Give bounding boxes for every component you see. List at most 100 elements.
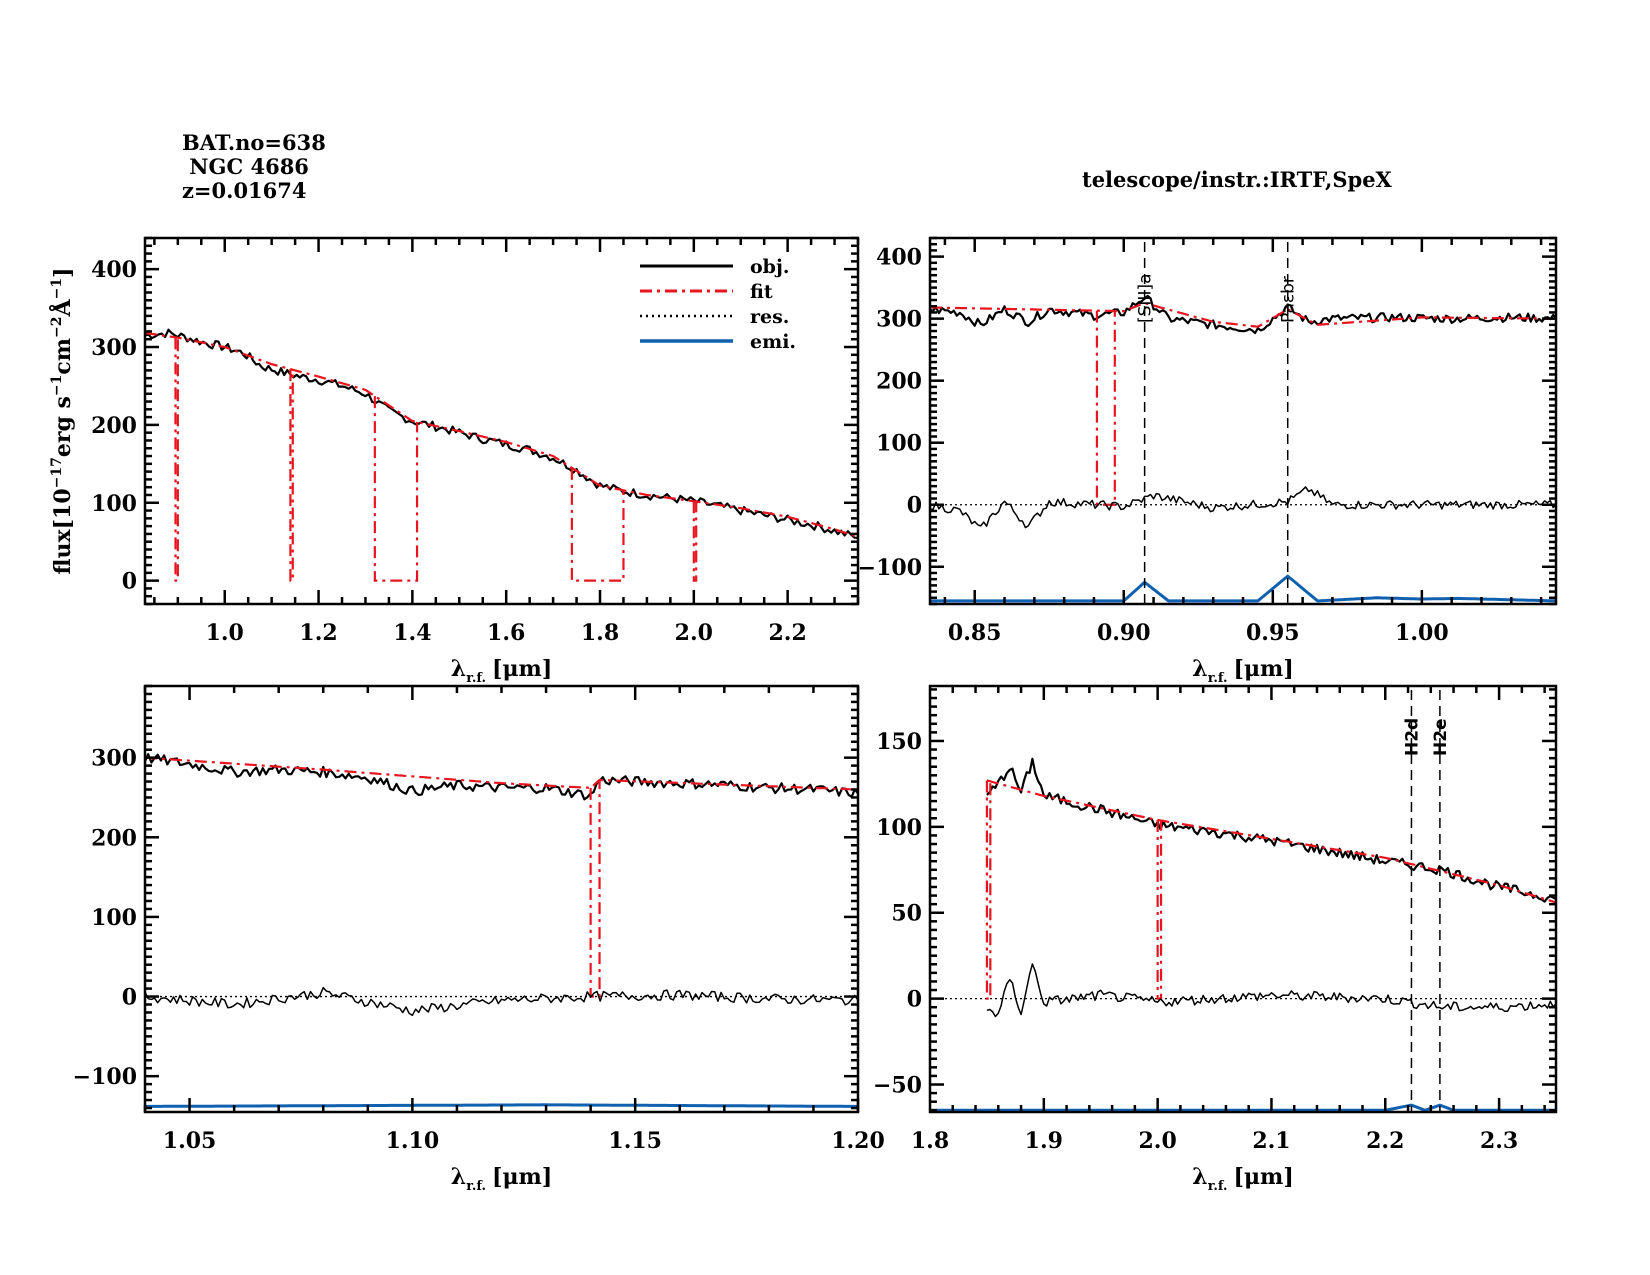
x-tick-label: 2.0 bbox=[675, 620, 713, 646]
x-tick-label: 0.95 bbox=[1246, 620, 1300, 646]
x-axis-label-unit: [μm] bbox=[492, 656, 552, 682]
panel-1.80-2.35um: H2d H2e 1.8 1.9 2.0 2.1 2.2 2.3 −50 0 50 100 150 λr.f… bbox=[873, 684, 1558, 1194]
x-tick-label: 1.9 bbox=[1025, 1128, 1063, 1154]
object-id: BAT.no=638 bbox=[182, 130, 326, 155]
y-tick-label: 0 bbox=[907, 987, 922, 1013]
x-tick-label: 1.8 bbox=[581, 620, 619, 646]
legend-label: obj. bbox=[750, 256, 789, 278]
y-axis-label-part: erg s bbox=[50, 396, 76, 457]
y-tick-label: −100 bbox=[73, 1064, 137, 1090]
y-axis-label-part: ] bbox=[50, 267, 76, 277]
object-name: NGC 4686 bbox=[182, 154, 309, 179]
x-tick-label: 1.00 bbox=[1395, 620, 1449, 646]
x-axis-label-sub: r.f. bbox=[466, 671, 486, 686]
series-res bbox=[986, 963, 1556, 1018]
fit-gap bbox=[289, 369, 294, 582]
series-group bbox=[930, 294, 1556, 603]
plot-frame bbox=[928, 236, 1558, 606]
panel-0.83-1.04um: [SIII]a Paεbr 0.85 0.90 0.95 1.00 −100 0 100 200 3… bbox=[858, 236, 1558, 686]
series-obj bbox=[145, 328, 858, 539]
y-tick-label: 300 bbox=[91, 335, 137, 361]
series-fit bbox=[930, 302, 1556, 328]
series-obj bbox=[986, 757, 1556, 903]
series-fit bbox=[145, 331, 858, 539]
x-tick-label: 1.0 bbox=[206, 620, 244, 646]
line-label: H2d bbox=[1402, 718, 1422, 756]
y-tick-label: 400 bbox=[91, 257, 137, 283]
x-axis-label: λr.f. [μm] bbox=[451, 1164, 552, 1194]
y-tick-label: 100 bbox=[876, 815, 922, 841]
x-tick-label: 1.10 bbox=[386, 1128, 440, 1154]
x-tick-label: 2.2 bbox=[1366, 1128, 1404, 1154]
fit-gap bbox=[1095, 310, 1116, 506]
telescope-label: telescope/instr.:IRTF,SpeX bbox=[1082, 167, 1392, 192]
line-label: Paεbr bbox=[1279, 276, 1299, 323]
series-group bbox=[930, 757, 1556, 1112]
x-tick-label: 1.8 bbox=[911, 1128, 949, 1154]
x-tick-label: 0.90 bbox=[1097, 620, 1151, 646]
x-axis-label-main: λ bbox=[451, 1164, 466, 1190]
y-tick-label: 300 bbox=[876, 307, 922, 333]
y-axis-label-sup: −1 bbox=[49, 375, 65, 396]
x-tick-label: 1.4 bbox=[393, 620, 431, 646]
x-axis-label: λr.f. [μm] bbox=[1192, 1164, 1293, 1194]
x-axis-label-main: λ bbox=[1192, 656, 1207, 682]
y-tick-label: 0 bbox=[122, 985, 137, 1011]
line-label: [SIII]a bbox=[1136, 273, 1156, 323]
fit-gap bbox=[692, 501, 698, 582]
x-tick-label: 1.6 bbox=[487, 620, 525, 646]
y-tick-label: 100 bbox=[91, 491, 137, 517]
series-fit bbox=[145, 756, 858, 791]
series-res bbox=[145, 986, 858, 1017]
redshift: z=0.01674 bbox=[182, 178, 307, 203]
y-tick-label: 200 bbox=[876, 369, 922, 395]
x-axis-label-unit: [μm] bbox=[1234, 1164, 1294, 1190]
y-tick-label: −50 bbox=[873, 1073, 922, 1099]
series-res bbox=[930, 486, 1556, 529]
y-axis-label-part: cm bbox=[50, 338, 76, 375]
line-label: H2e bbox=[1431, 718, 1451, 756]
x-tick-label: 2.1 bbox=[1252, 1128, 1290, 1154]
x-tick-label: 2.3 bbox=[1480, 1128, 1518, 1154]
x-tick-label: 2.2 bbox=[768, 620, 806, 646]
x-axis-label-unit: [μm] bbox=[492, 1164, 552, 1190]
series-group bbox=[145, 753, 858, 1108]
x-axis-label-sub: r.f. bbox=[1208, 1179, 1228, 1194]
fit-gap bbox=[985, 780, 992, 1000]
y-axis-label: flux[10−17erg s−1cm−2Å−1] bbox=[49, 267, 76, 574]
y-axis-label-part: flux[10 bbox=[50, 488, 76, 574]
x-axis-label-unit: [μm] bbox=[1234, 656, 1294, 682]
fit-gap bbox=[570, 467, 625, 582]
y-tick-label: 0 bbox=[907, 493, 922, 519]
x-tick-label: 1.20 bbox=[831, 1128, 885, 1154]
y-axis-label-sup: −2 bbox=[49, 316, 65, 337]
fit-gap bbox=[174, 337, 179, 582]
y-tick-label: 150 bbox=[876, 729, 922, 755]
series-fit bbox=[986, 779, 1556, 904]
series-group bbox=[145, 328, 858, 582]
x-tick-label: 1.15 bbox=[608, 1128, 662, 1154]
y-axis-label-part: Å bbox=[49, 298, 76, 317]
y-axis-label-sup: −17 bbox=[49, 457, 65, 488]
legend-label: fit bbox=[750, 281, 773, 303]
legend-label: emi. bbox=[750, 331, 796, 353]
y-axis-label-sup: −1 bbox=[49, 278, 65, 299]
fit-gap bbox=[373, 396, 419, 582]
x-tick-label: 1.05 bbox=[163, 1128, 217, 1154]
y-tick-label: 50 bbox=[891, 901, 922, 927]
x-axis-label: λr.f. [μm] bbox=[451, 656, 552, 686]
fit-gap bbox=[589, 779, 601, 998]
y-tick-label: 100 bbox=[876, 431, 922, 457]
x-axis-label-main: λ bbox=[1192, 1164, 1207, 1190]
x-tick-label: 0.85 bbox=[948, 620, 1002, 646]
panel-1.04-1.20um: 1.05 1.10 1.15 1.20 −100 0 100 200 300 λr.f. [μm] bbox=[73, 684, 885, 1194]
fit-gap bbox=[1156, 819, 1163, 1000]
x-axis-label: λr.f. [μm] bbox=[1192, 656, 1293, 686]
x-axis-label-main: λ bbox=[451, 656, 466, 682]
series-obj bbox=[930, 294, 1556, 335]
x-axis-label-sub: r.f. bbox=[466, 1179, 486, 1194]
y-tick-label: 300 bbox=[91, 746, 137, 772]
y-tick-label: 400 bbox=[876, 245, 922, 271]
y-tick-label: 0 bbox=[122, 569, 137, 595]
